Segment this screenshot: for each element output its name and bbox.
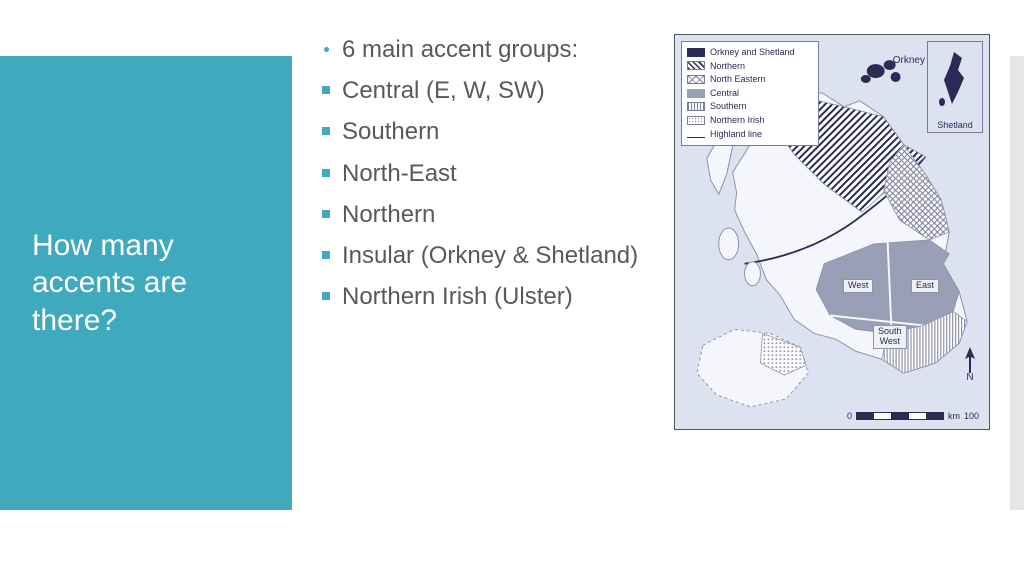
legend-item: Orkney and Shetland [687, 46, 813, 59]
content-body: 6 main accent groups: Central (E, W, SW)… [320, 34, 640, 322]
region-label-south-west: South West [873, 325, 907, 349]
legend-item: Northern Irish [687, 114, 813, 127]
list-item: Central (E, W, SW) [320, 75, 640, 106]
list-item: North-East [320, 158, 640, 189]
map-inset-shetland: Shetland [927, 41, 983, 133]
list-item: Insular (Orkney & Shetland) [320, 240, 640, 271]
legend-item: Northern [687, 60, 813, 73]
region-label-east: East [911, 279, 939, 293]
list-item: Northern [320, 199, 640, 230]
map-scale-bar: 0 km 100 [847, 411, 979, 421]
bullet-list: 6 main accent groups: Central (E, W, SW)… [320, 34, 640, 312]
legend-item: Central [687, 87, 813, 100]
map-figure: Orkney and Shetland Northern North Easte… [674, 34, 990, 430]
right-accent-strip [1010, 56, 1024, 510]
legend-item: Highland line [687, 128, 813, 141]
list-item: Northern Irish (Ulster) [320, 281, 640, 312]
map-legend: Orkney and Shetland Northern North Easte… [681, 41, 819, 146]
region-label-west: West [843, 279, 873, 293]
map-label-orkney: Orkney [893, 55, 925, 66]
slide-title: How many accents are there? [32, 227, 264, 340]
slide: How many accents are there? 6 main accen… [0, 0, 1024, 576]
list-item: 6 main accent groups: [320, 34, 640, 65]
legend-item: North Eastern [687, 73, 813, 86]
legend-item: Southern [687, 100, 813, 113]
list-item: Southern [320, 116, 640, 147]
north-arrow-icon: N [963, 347, 977, 383]
title-panel: How many accents are there? [0, 56, 292, 510]
inset-label: Shetland [928, 120, 982, 130]
